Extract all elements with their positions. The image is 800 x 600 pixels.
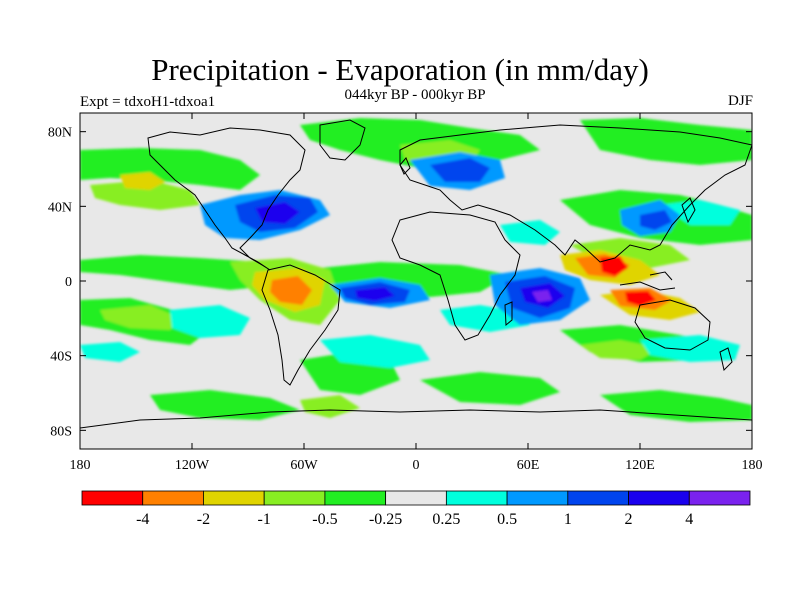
field-patch (640, 335, 740, 362)
colorbar-box (324, 490, 387, 506)
field-patch (580, 340, 660, 360)
coastline-greenland (319, 119, 366, 161)
colorbar-box (628, 490, 690, 506)
field-patch (80, 148, 260, 190)
colorbar-box (506, 490, 569, 506)
x-tick-label: 180 (742, 458, 763, 473)
field-patch (320, 335, 430, 368)
precip-field-layer (80, 118, 752, 422)
colorbar-labels: -4 -2 -1 -0.5 -0.25 0.25 0.5 1 2 4 (136, 511, 693, 528)
coastline-australia (634, 299, 711, 351)
plot-subtitle: 044kyr BP - 000kyr BP (344, 87, 486, 103)
colorbar-label: 0.25 (432, 511, 460, 528)
field-patch (660, 200, 740, 225)
season-label: DJF (727, 93, 753, 109)
colorbar-boxes (81, 490, 751, 506)
colorbar-label: 4 (685, 511, 693, 528)
colorbar-box (688, 490, 751, 506)
colorbar-box (203, 490, 265, 506)
x-tick-label: 120E (625, 458, 655, 473)
colorbar-label: -2 (197, 511, 210, 528)
field-patch (532, 290, 552, 302)
colorbar-box (263, 490, 326, 506)
colorbar-box (445, 490, 508, 506)
field-patch (580, 118, 752, 165)
coastline-south-america (261, 264, 341, 386)
field-patch (270, 276, 312, 305)
y-tick-label: 80N (48, 126, 72, 141)
map-axes: 80N 40N 0 40S 80S 180 120W 60W 0 60E 120E 180 (48, 113, 763, 473)
colorbar-box (567, 490, 629, 506)
field-patch (420, 372, 560, 405)
plot-title: Precipitation - Evaporation (in mm/day) (151, 52, 649, 87)
field-patch (600, 256, 628, 276)
experiment-label: Expt = tdxoH1-tdxoa1 (80, 94, 216, 110)
field-patch (430, 158, 490, 182)
colorbar-label: -0.25 (369, 511, 402, 528)
colorbar-box (385, 490, 447, 506)
field-patch (120, 172, 165, 190)
coastline-japan (681, 197, 696, 224)
field-patch (500, 220, 560, 245)
colorbar-box (81, 490, 144, 506)
field-patch (625, 291, 656, 306)
coastline-africa (391, 211, 521, 341)
y-tick-label: 40S (50, 350, 72, 365)
field-patch (90, 180, 200, 210)
coastline-madagascar (504, 301, 513, 327)
coastline-indonesia (619, 271, 676, 291)
field-patch (640, 210, 672, 230)
coastline-antarctica (80, 409, 752, 429)
field-patch (355, 287, 395, 301)
x-tick-label: 60W (290, 458, 318, 473)
y-tick-label: 40N (48, 200, 72, 215)
field-patch (600, 390, 752, 422)
y-tick-label: 80S (50, 424, 72, 439)
coastline-new-zealand (719, 347, 733, 371)
colorbar-label: -0.5 (312, 511, 337, 528)
y-tick-label: 0 (65, 275, 72, 290)
colorbar-label: -4 (136, 511, 149, 528)
field-patch (170, 305, 250, 338)
field-patch (300, 395, 360, 418)
field-patch (100, 305, 180, 330)
colorbar-label: -1 (258, 511, 271, 528)
x-tick-label: 60E (517, 458, 540, 473)
coastlines (80, 119, 752, 429)
coastline-eurasia (399, 124, 752, 263)
field-patch (255, 202, 300, 224)
x-tick-label: 120W (175, 458, 210, 473)
colorbar-label: 2 (625, 511, 633, 528)
coastline-uk (399, 157, 411, 175)
colorbar-label: 1 (564, 511, 572, 528)
coastline-north-america (147, 127, 306, 271)
x-tick-label: 0 (413, 458, 420, 473)
x-tick-label: 180 (70, 458, 91, 473)
field-patch (80, 342, 140, 362)
colorbar-box (142, 490, 204, 506)
colorbar-label: 0.5 (497, 511, 517, 528)
